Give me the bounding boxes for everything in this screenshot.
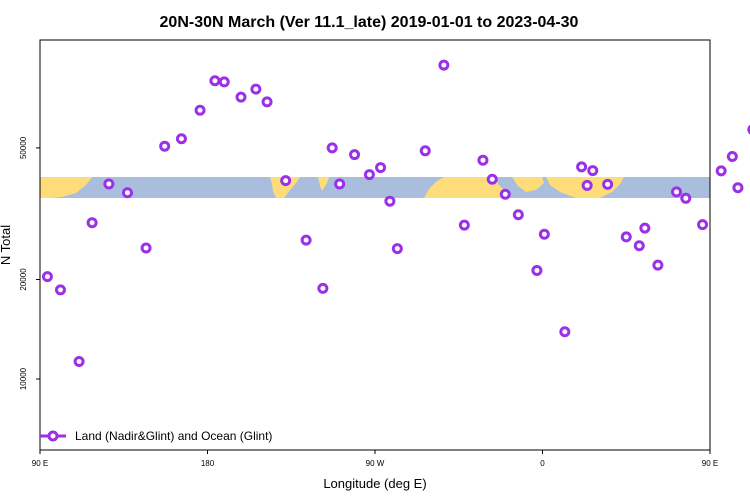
data-point bbox=[559, 326, 571, 338]
data-point bbox=[671, 186, 682, 198]
data-point bbox=[438, 59, 450, 71]
data-point bbox=[726, 150, 738, 162]
data-point bbox=[633, 240, 645, 252]
data-point bbox=[86, 217, 98, 229]
map-background bbox=[40, 177, 710, 198]
data-point bbox=[477, 154, 489, 166]
data-point bbox=[531, 264, 543, 276]
land-mexico bbox=[270, 177, 300, 198]
data-point bbox=[300, 234, 312, 246]
y-tick-label: 50000 bbox=[19, 136, 28, 159]
data-point bbox=[639, 222, 651, 234]
data-point bbox=[159, 140, 171, 152]
data-point bbox=[391, 243, 403, 255]
x-tick-label: 90 E bbox=[702, 459, 718, 468]
data-point bbox=[280, 175, 292, 187]
land-florida bbox=[318, 177, 329, 191]
data-point bbox=[587, 165, 599, 177]
data-point bbox=[326, 142, 338, 154]
land-arabia bbox=[512, 177, 544, 192]
data-point bbox=[697, 219, 709, 231]
data-point bbox=[458, 219, 470, 231]
data-point bbox=[576, 161, 588, 173]
data-point bbox=[121, 187, 133, 199]
x-tick-label: 90 W bbox=[366, 459, 385, 468]
data-point bbox=[209, 75, 221, 87]
data-point bbox=[715, 165, 727, 177]
data-point bbox=[499, 188, 511, 200]
data-point bbox=[363, 169, 375, 181]
data-point bbox=[317, 282, 329, 294]
data-point bbox=[235, 91, 247, 103]
data-point bbox=[419, 145, 431, 157]
x-tick-label: 0 bbox=[540, 459, 545, 468]
x-axis: 90 E 180 90 W 0 90 E bbox=[32, 450, 718, 468]
chart-title: 20N-30N March (Ver 11.1_late) 2019-01-01… bbox=[160, 14, 579, 31]
legend: Land (Nadir&Glint) and Ocean (Glint) bbox=[40, 429, 272, 443]
data-point bbox=[194, 104, 206, 116]
data-point bbox=[218, 76, 230, 88]
data-point bbox=[732, 182, 744, 194]
data-point bbox=[103, 178, 115, 190]
land-asia bbox=[40, 177, 92, 198]
data-point bbox=[175, 133, 187, 145]
data-point bbox=[140, 242, 152, 254]
data-point bbox=[334, 178, 346, 190]
legend-marker bbox=[47, 430, 59, 442]
y-tick-label: 20000 bbox=[19, 268, 28, 291]
data-point bbox=[581, 179, 593, 191]
data-point bbox=[54, 284, 66, 296]
x-tick-label: 180 bbox=[201, 459, 215, 468]
data-point bbox=[250, 83, 262, 95]
data-point bbox=[261, 96, 273, 108]
data-point bbox=[375, 162, 387, 174]
data-point bbox=[486, 173, 498, 185]
data-point bbox=[384, 195, 396, 207]
y-tick-label: 10000 bbox=[19, 367, 28, 390]
data-point bbox=[349, 149, 361, 161]
data-point bbox=[73, 355, 85, 367]
data-point bbox=[512, 209, 524, 221]
data-point bbox=[620, 231, 632, 243]
data-point bbox=[652, 259, 664, 271]
x-axis-label: Longitude (deg E) bbox=[323, 476, 426, 491]
legend-label: Land (Nadir&Glint) and Ocean (Glint) bbox=[75, 429, 272, 443]
y-axis: 10000 20000 50000 bbox=[19, 136, 40, 390]
series-points bbox=[41, 59, 750, 367]
data-point bbox=[602, 178, 614, 190]
data-point bbox=[41, 271, 53, 283]
y-axis-label: N Total bbox=[0, 225, 13, 265]
x-tick-label: 90 E bbox=[32, 459, 48, 468]
data-point bbox=[680, 192, 692, 204]
data-point bbox=[538, 228, 550, 240]
plot-frame bbox=[39, 39, 711, 451]
